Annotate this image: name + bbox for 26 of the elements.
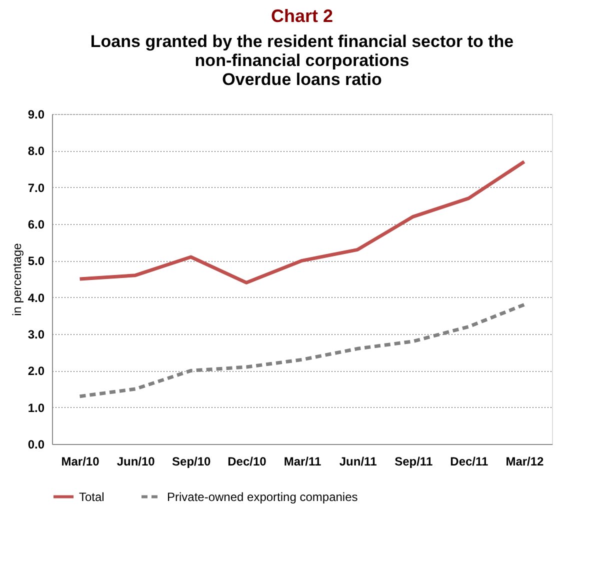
text: Overdue loans ratio xyxy=(222,70,382,89)
y-tick-label: 4.0 xyxy=(28,290,45,305)
x-tick-label: Sep/10 xyxy=(172,454,212,468)
y-tick-label: 6.0 xyxy=(28,218,45,232)
x-tick-label: Dec/10 xyxy=(228,454,267,468)
x-tick-label: Mar/12 xyxy=(506,454,544,468)
y-tick-label: 1.0 xyxy=(28,400,45,415)
chart-subtitle: Loans granted by the resident financial sector to the non-financial corporations xyxy=(90,32,514,70)
x-tick-label: Jun/11 xyxy=(339,454,378,468)
y-axis-title: in percentage xyxy=(10,242,24,316)
y-tick-label: 5.0 xyxy=(28,254,45,268)
y-tick-label: 8.0 xyxy=(28,144,45,158)
x-tick-label: Mar/10 xyxy=(61,454,100,468)
x-tick-label: Mar/11 xyxy=(284,454,322,468)
line-series xyxy=(78,160,526,284)
y-tick-label: 2.0 xyxy=(28,364,45,378)
x-tick-label: Dec/11 xyxy=(450,454,489,468)
chart-title: Chart 2 xyxy=(270,6,334,26)
legend-label: Total xyxy=(79,490,104,504)
legend-label: Private-owned exporting companies xyxy=(167,490,358,504)
x-tick-label: Sep/11 xyxy=(394,454,433,468)
y-tick-label: 0.0 xyxy=(28,438,45,452)
y-tick-label: 7.0 xyxy=(28,180,45,195)
y-tick-label: 9.0 xyxy=(28,108,45,122)
y-tick-label: 3.0 xyxy=(28,328,45,342)
x-tick-label: Jun/10 xyxy=(116,454,156,468)
